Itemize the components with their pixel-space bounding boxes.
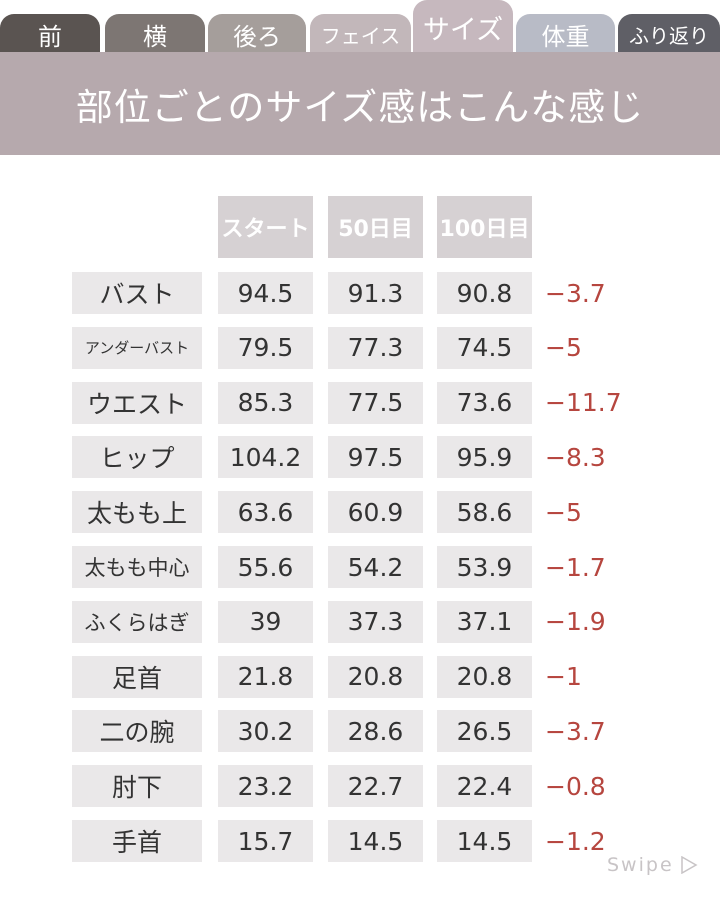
header-cell: 100日目 xyxy=(437,196,532,258)
row-label: 足首 xyxy=(72,655,202,698)
value-cell: 90.8 xyxy=(437,272,532,314)
value-cell: 30.2 xyxy=(218,710,313,753)
diff: −1.2 xyxy=(545,826,606,856)
tab[interactable]: 体重 xyxy=(516,14,615,54)
diff: −1 xyxy=(545,662,582,692)
tab[interactable]: サイズ xyxy=(413,0,513,54)
header-cell: 50日目 xyxy=(328,196,423,258)
value-cell: 77.5 xyxy=(328,381,423,424)
diff: −5 xyxy=(545,333,582,363)
value-cell: 104.2 xyxy=(218,436,313,479)
value-cell: 74.5 xyxy=(437,326,532,369)
swipe-arrow xyxy=(681,856,698,874)
value-cell: 20.8 xyxy=(328,655,423,698)
value-cell: 37.1 xyxy=(437,600,532,643)
diff: −5 xyxy=(545,497,582,527)
value-cell: 14.5 xyxy=(437,820,532,862)
value-cell: 63.6 xyxy=(218,491,313,534)
value-cell: 15.7 xyxy=(218,820,313,862)
tab[interactable]: フェイス xyxy=(310,14,411,54)
value-cell: 60.9 xyxy=(328,491,423,534)
swipe-hint[interactable]: Swipe xyxy=(607,852,674,878)
value-cell: 95.9 xyxy=(437,436,532,479)
tab[interactable]: 前 xyxy=(0,14,100,54)
row-label: 二の腕 xyxy=(72,710,202,753)
value-cell: 20.8 xyxy=(437,655,532,698)
row-label: ウエスト xyxy=(72,381,202,424)
diff: −1.7 xyxy=(545,552,606,582)
row-label: アンダーバスト xyxy=(72,326,202,369)
diff: −11.7 xyxy=(545,388,622,418)
row-label: ふくらはぎ xyxy=(72,600,202,643)
value-cell: 21.8 xyxy=(218,655,313,698)
value-cell: 79.5 xyxy=(218,326,313,369)
diff: −8.3 xyxy=(545,442,606,472)
value-cell: 37.3 xyxy=(328,600,423,643)
value-cell: 55.6 xyxy=(218,546,313,588)
value-cell: 14.5 xyxy=(328,820,423,862)
row-label: ヒップ xyxy=(72,436,202,479)
value-cell: 22.4 xyxy=(437,765,532,808)
value-cell: 54.2 xyxy=(328,546,423,588)
diff: −0.8 xyxy=(545,771,606,801)
row-label: バスト xyxy=(72,272,202,314)
value-cell: 28.6 xyxy=(328,710,423,753)
value-cell: 26.5 xyxy=(437,710,532,753)
swipe-text: Swipe xyxy=(607,854,674,876)
value-cell: 91.3 xyxy=(328,272,423,314)
header-cell: スタート xyxy=(218,196,313,258)
diff: −3.7 xyxy=(545,278,606,308)
value-cell: 85.3 xyxy=(218,381,313,424)
value-cell: 73.6 xyxy=(437,381,532,424)
tab[interactable]: 横 xyxy=(105,14,205,54)
value-cell: 58.6 xyxy=(437,491,532,534)
value-cell: 53.9 xyxy=(437,546,532,588)
tab[interactable]: ふり返り xyxy=(618,14,720,54)
value-cell: 23.2 xyxy=(218,765,313,808)
row-label: 太もも上 xyxy=(72,491,202,534)
value-cell: 94.5 xyxy=(218,272,313,314)
diff: −3.7 xyxy=(545,716,606,746)
title: 部位ごとのサイズ感はこんな感じ xyxy=(75,85,645,129)
row-label: 太もも中心 xyxy=(72,546,202,588)
row-label: 肘下 xyxy=(72,765,202,808)
value-cell: 39 xyxy=(218,600,313,643)
tab[interactable]: 後ろ xyxy=(208,14,306,54)
title-banner: 部位ごとのサイズ感はこんな感じ xyxy=(0,52,720,155)
diff: −1.9 xyxy=(545,607,606,637)
value-cell: 22.7 xyxy=(328,765,423,808)
value-cell: 97.5 xyxy=(328,436,423,479)
value-cell: 77.3 xyxy=(328,326,423,369)
row-label: 手首 xyxy=(72,820,202,862)
